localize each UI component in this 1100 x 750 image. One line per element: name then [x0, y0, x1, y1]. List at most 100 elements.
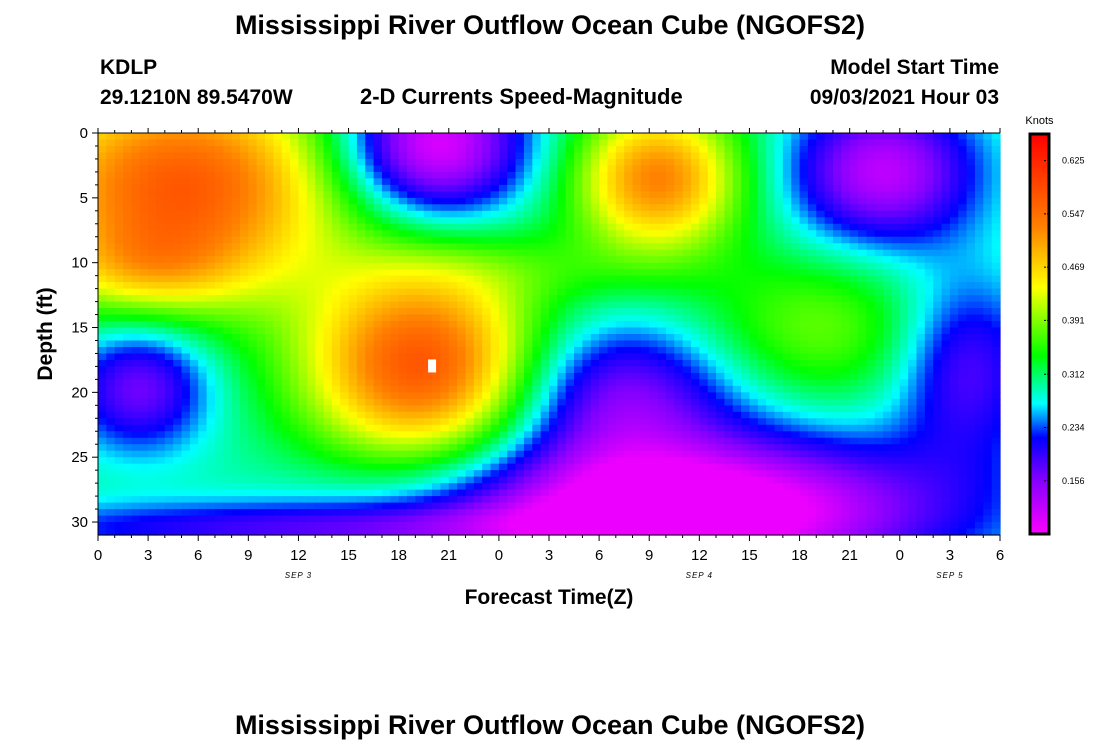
heatmap-cell [966, 392, 976, 400]
heatmap-cell [941, 275, 951, 283]
heatmap-cell [707, 308, 717, 316]
heatmap-cell [415, 308, 425, 316]
heatmap-cell [908, 405, 918, 413]
heatmap-cell [716, 230, 725, 238]
heatmap-cell [440, 314, 450, 322]
heatmap-cell [173, 372, 183, 380]
heatmap-cell [206, 308, 216, 316]
heatmap-cell [398, 282, 408, 290]
heatmap-cell [114, 256, 124, 264]
heatmap-cell [766, 178, 776, 186]
heatmap-cell [782, 223, 792, 231]
heatmap-cell [640, 139, 650, 147]
heatmap-cell [749, 236, 759, 244]
heatmap-cell [824, 269, 834, 277]
heatmap-cell [223, 139, 233, 147]
heatmap-cell [315, 256, 325, 264]
heatmap-cell [381, 204, 391, 212]
heatmap-cell [690, 191, 700, 199]
heatmap-cell [565, 405, 575, 413]
heatmap-cell [507, 217, 517, 225]
heatmap-cell [290, 392, 300, 400]
heatmap-cell [690, 223, 700, 231]
heatmap-cell [657, 282, 667, 290]
heatmap-cell [239, 145, 249, 154]
heatmap-cell [498, 379, 508, 387]
heatmap-cell [448, 424, 458, 432]
heatmap-cell [774, 145, 784, 154]
heatmap-cell [599, 301, 609, 309]
heatmap-cell [916, 171, 926, 179]
heatmap-cell [599, 204, 609, 212]
heatmap-cell [415, 249, 425, 257]
heatmap-cell [958, 301, 968, 309]
heatmap-cell [273, 243, 283, 251]
heatmap-cell [724, 158, 734, 167]
heatmap-cell [540, 230, 550, 238]
heatmap-cell [290, 288, 300, 296]
heatmap-cell [749, 405, 759, 413]
heatmap-cell [490, 385, 500, 393]
heatmap-cell [98, 262, 107, 270]
heatmap-cell [615, 295, 625, 303]
heatmap-cell [599, 308, 609, 316]
heatmap-cell [181, 392, 191, 400]
heatmap-cell [732, 223, 742, 231]
heatmap-cell [331, 385, 341, 393]
heatmap-cell [824, 236, 834, 244]
heatmap-cell [156, 282, 166, 290]
heatmap-cell [523, 262, 533, 270]
heatmap-cell [624, 243, 634, 251]
heatmap-cell [632, 191, 642, 199]
heatmap-cell [699, 256, 709, 264]
heatmap-cell [949, 139, 959, 147]
heatmap-cell [590, 353, 600, 361]
heatmap-cell [248, 288, 258, 296]
heatmap-cell [498, 301, 508, 309]
heatmap-cell [390, 314, 400, 322]
heatmap-cell [298, 275, 308, 283]
heatmap-cell [373, 314, 383, 322]
heatmap-cell [248, 411, 258, 419]
heatmap-cell [640, 145, 650, 154]
heatmap-cell [256, 262, 266, 270]
heatmap-cell [974, 372, 984, 380]
heatmap-cell [874, 152, 884, 160]
heatmap-cell [390, 210, 400, 218]
heatmap-cell [98, 418, 107, 426]
heatmap-cell [532, 236, 542, 244]
heatmap-cell [239, 184, 249, 192]
heatmap-cell [807, 372, 817, 380]
heatmap-cell [423, 411, 433, 419]
heatmap-cell [306, 340, 316, 348]
heatmap-cell [574, 262, 584, 270]
heatmap-cell [373, 405, 383, 413]
heatmap-cell [181, 230, 191, 238]
heatmap-cell [590, 282, 600, 290]
heatmap-cell [114, 262, 124, 270]
heatmap-cell [440, 282, 450, 290]
heatmap-cell [590, 171, 600, 179]
heatmap-cell [732, 262, 742, 270]
heatmap-cell [899, 184, 909, 192]
heatmap-cell [841, 405, 851, 413]
heatmap-cell [757, 366, 767, 374]
heatmap-cell [106, 327, 116, 335]
heatmap-cell [390, 262, 400, 270]
heatmap-cell [949, 405, 959, 413]
heatmap-cell [615, 178, 625, 186]
heatmap-cell [248, 405, 258, 413]
heatmap-cell [315, 295, 325, 303]
heatmap-cell [540, 152, 550, 160]
heatmap-cell [482, 236, 492, 244]
heatmap-cell [832, 340, 842, 348]
heatmap-cell [899, 204, 909, 212]
heatmap-cell [841, 334, 851, 342]
heatmap-cell [690, 359, 700, 368]
heatmap-cell [657, 314, 667, 322]
heatmap-cell [983, 152, 993, 160]
heatmap-cell [415, 275, 425, 283]
heatmap-cell [757, 372, 767, 380]
heatmap-cell [239, 171, 249, 179]
heatmap-cell [674, 275, 684, 283]
